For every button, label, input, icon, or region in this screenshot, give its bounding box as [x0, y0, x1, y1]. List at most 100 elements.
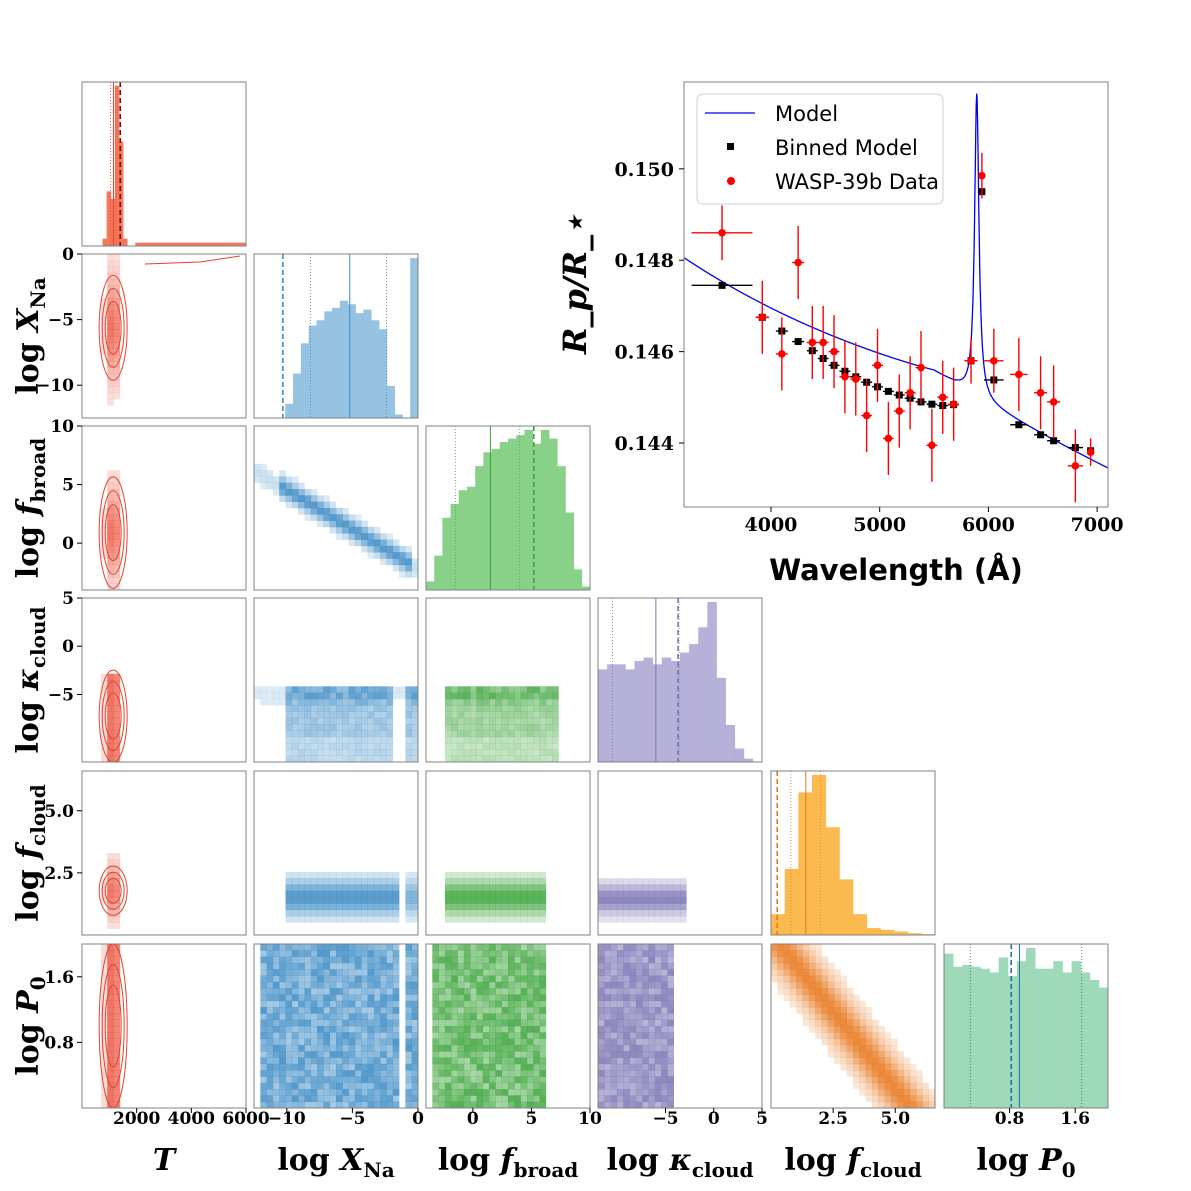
density-cell — [298, 711, 305, 719]
density-cell — [411, 705, 419, 712]
density-cell — [648, 1063, 656, 1071]
density-cell — [107, 994, 114, 1002]
density-cell — [107, 680, 114, 687]
density-cell — [380, 692, 387, 700]
density-cell — [361, 1070, 368, 1077]
density-cell — [470, 1044, 477, 1052]
density-cell — [304, 1095, 312, 1102]
hist-bar — [180, 242, 185, 246]
density-cell — [348, 730, 356, 738]
density-cell — [392, 988, 400, 995]
density-cell — [878, 1044, 885, 1052]
density-cell — [272, 981, 280, 989]
density-cell — [107, 1051, 114, 1058]
density-cell — [680, 884, 687, 892]
density-cell — [489, 1026, 496, 1033]
density-cell — [266, 698, 274, 706]
density-cell — [922, 1095, 929, 1102]
density-cell — [304, 692, 312, 700]
hist-bar — [907, 933, 922, 935]
density-cell — [470, 692, 477, 700]
density-cell — [405, 944, 412, 951]
density-cell — [598, 1038, 605, 1046]
density-cell — [113, 291, 121, 299]
density-cell — [903, 1082, 911, 1090]
density-cell — [386, 1076, 394, 1084]
density-cell — [317, 975, 324, 983]
hist-content — [771, 771, 935, 935]
density-cell — [457, 909, 465, 917]
density-cell — [373, 686, 381, 693]
density-cell — [336, 1044, 343, 1052]
density-cell — [840, 988, 847, 995]
density-cell — [642, 909, 649, 917]
x-tick-label: 5 — [526, 1109, 538, 1129]
density-cell — [323, 890, 330, 898]
density-cell — [865, 1007, 873, 1014]
density-cell — [827, 1000, 835, 1008]
density-cell — [514, 705, 521, 712]
density-cell — [373, 743, 381, 750]
density-cell — [291, 1063, 299, 1071]
density-cell — [771, 950, 778, 957]
density-cell — [323, 1089, 330, 1096]
density-cell — [635, 1095, 643, 1102]
density-cell — [285, 495, 293, 502]
density-cell — [405, 749, 412, 756]
density-cell — [610, 884, 618, 892]
density-cell — [361, 1082, 368, 1090]
density-cell — [113, 1076, 121, 1084]
density-cell — [623, 988, 630, 995]
density-cell — [386, 736, 394, 744]
density-cell — [361, 1089, 368, 1096]
density-cell — [405, 730, 412, 738]
scatter-frame — [81, 425, 247, 591]
density-cell — [648, 1101, 656, 1109]
density-cell — [508, 1013, 515, 1020]
density-cell — [865, 1051, 873, 1058]
density-cell — [386, 871, 394, 879]
hist-bar — [573, 569, 583, 590]
density-cell — [113, 922, 121, 929]
density-cell — [495, 1089, 502, 1096]
x-tick-label: 10 — [578, 1109, 602, 1129]
hist-bar — [725, 724, 736, 762]
density-cell — [291, 1007, 299, 1014]
density-cell — [463, 698, 471, 706]
density-cell — [623, 1051, 630, 1058]
density-cell — [100, 890, 108, 898]
density-cell — [317, 1063, 324, 1071]
density-cell — [616, 981, 624, 989]
density-cell — [298, 489, 305, 496]
density-cell — [661, 1013, 668, 1020]
density-cell — [304, 1032, 312, 1039]
density-cell — [642, 1000, 649, 1008]
density-cell — [514, 724, 521, 731]
density-cell — [482, 916, 490, 923]
density-cell — [623, 1057, 630, 1065]
density-cell — [489, 1051, 496, 1058]
density-cell — [489, 1101, 496, 1109]
density-cell — [361, 1026, 368, 1033]
density-cell — [470, 698, 477, 706]
density-cell — [107, 329, 114, 337]
density-cell — [533, 890, 540, 898]
density-cell — [616, 1089, 624, 1096]
density-cell — [354, 724, 362, 731]
density-cell — [482, 884, 490, 892]
density-cell — [107, 865, 114, 873]
density-cell — [598, 1032, 605, 1039]
density-cell — [796, 944, 803, 951]
density-cell — [285, 878, 293, 885]
density-cell — [865, 1019, 873, 1027]
hist-bar — [643, 657, 654, 762]
density-cell — [789, 975, 797, 983]
density-cell — [501, 916, 509, 923]
density-cell — [457, 1013, 465, 1020]
density-cell — [859, 1089, 866, 1096]
density-cell — [113, 724, 121, 731]
scatter-frame — [253, 770, 419, 936]
density-cell — [298, 482, 305, 490]
density-cell — [539, 890, 547, 898]
density-cell — [260, 944, 267, 951]
